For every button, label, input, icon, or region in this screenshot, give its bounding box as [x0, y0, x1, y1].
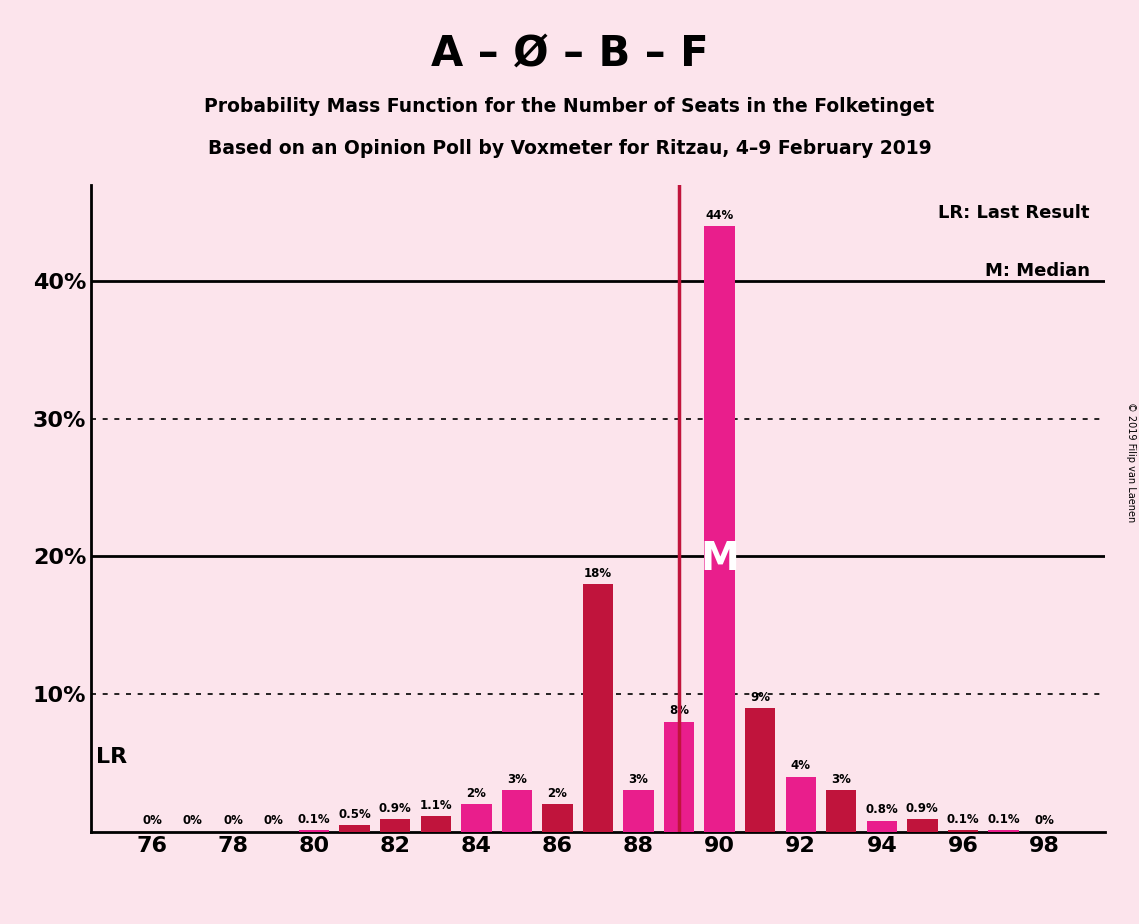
- Bar: [867, 821, 898, 832]
- Text: 0%: 0%: [223, 814, 243, 828]
- Text: © 2019 Filip van Laenen: © 2019 Filip van Laenen: [1126, 402, 1136, 522]
- Bar: [826, 790, 857, 832]
- Bar: [380, 820, 410, 832]
- Text: A – Ø – B – F: A – Ø – B – F: [431, 32, 708, 74]
- Bar: [623, 790, 654, 832]
- Text: 3%: 3%: [629, 773, 648, 786]
- Text: 0%: 0%: [182, 814, 203, 828]
- Bar: [704, 226, 735, 832]
- Text: 0.5%: 0.5%: [338, 808, 371, 821]
- Text: 3%: 3%: [507, 773, 527, 786]
- Text: 9%: 9%: [751, 690, 770, 703]
- Bar: [583, 584, 613, 832]
- Text: 2%: 2%: [466, 787, 486, 800]
- Text: 0.9%: 0.9%: [906, 802, 939, 815]
- Text: 1.1%: 1.1%: [419, 799, 452, 812]
- Text: Probability Mass Function for the Number of Seats in the Folketinget: Probability Mass Function for the Number…: [204, 97, 935, 116]
- Bar: [745, 708, 776, 832]
- Text: LR: LR: [96, 747, 128, 767]
- Text: 4%: 4%: [790, 760, 811, 772]
- Bar: [420, 817, 451, 832]
- Bar: [298, 831, 329, 832]
- Text: M: Median: M: Median: [984, 262, 1090, 280]
- Text: 8%: 8%: [669, 704, 689, 717]
- Bar: [339, 825, 370, 832]
- Text: 2%: 2%: [548, 787, 567, 800]
- Text: Based on an Opinion Poll by Voxmeter for Ritzau, 4–9 February 2019: Based on an Opinion Poll by Voxmeter for…: [207, 139, 932, 158]
- Text: 0%: 0%: [1034, 814, 1054, 828]
- Bar: [989, 831, 1018, 832]
- Text: 18%: 18%: [584, 566, 612, 579]
- Bar: [948, 831, 978, 832]
- Text: M: M: [700, 541, 739, 578]
- Text: 3%: 3%: [831, 773, 851, 786]
- Bar: [542, 804, 573, 832]
- Text: 0.8%: 0.8%: [866, 804, 899, 817]
- Bar: [501, 790, 532, 832]
- Text: 0.1%: 0.1%: [297, 813, 330, 826]
- Text: 0.1%: 0.1%: [947, 813, 980, 826]
- Bar: [786, 776, 816, 832]
- Bar: [461, 804, 492, 832]
- Bar: [664, 722, 695, 832]
- Text: 44%: 44%: [705, 209, 734, 222]
- Text: 0.9%: 0.9%: [379, 802, 411, 815]
- Text: 0%: 0%: [263, 814, 284, 828]
- Text: 0.1%: 0.1%: [988, 813, 1019, 826]
- Text: 0%: 0%: [142, 814, 162, 828]
- Text: LR: Last Result: LR: Last Result: [939, 204, 1090, 222]
- Bar: [907, 820, 937, 832]
